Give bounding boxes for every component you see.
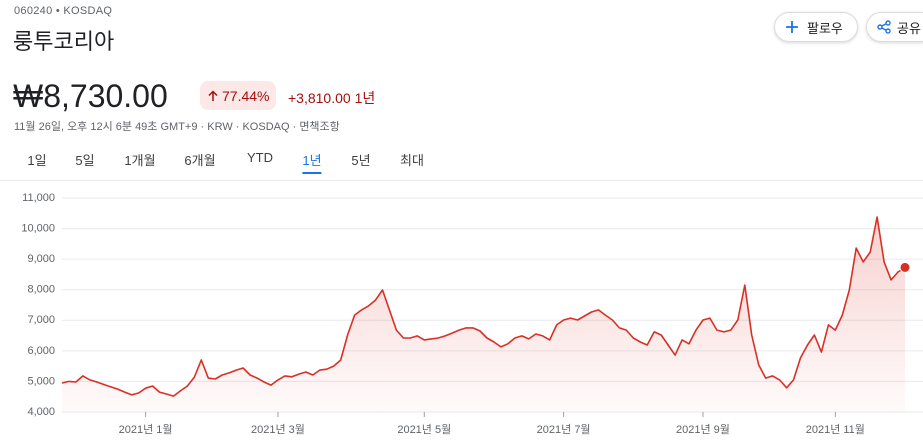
share-button[interactable]: 공유 (866, 12, 923, 42)
range-tab[interactable]: 5년 (351, 153, 371, 168)
range-tab[interactable]: 1개월 (124, 153, 156, 168)
stock-name: 룽투코리아 (13, 29, 115, 54)
y-tick-label: 6,000 (27, 345, 55, 357)
timestamp: 11월 26일, 오후 12시 6분 49초 GMT+9 · KRW · KOS… (14, 121, 340, 133)
change-amount: +3,810.00 1년 (288, 88, 375, 108)
y-tick-label: 10,000 (21, 222, 55, 234)
price-line (61, 216, 906, 397)
share-icon (877, 20, 891, 34)
range-tab[interactable]: YTD (247, 150, 273, 165)
ticker: 060240 • KOSDAQ (14, 5, 113, 17)
range-tab[interactable]: 최대 (400, 153, 424, 168)
last-point (899, 261, 911, 273)
y-tick-label: 8,000 (27, 284, 55, 296)
change-period: 1년 (354, 90, 376, 106)
x-tick-label: 2021년 11월 (806, 423, 865, 436)
separator (0, 180, 923, 181)
price: ₩8,730.00 (13, 78, 168, 114)
plus-icon (786, 21, 798, 33)
range-tab[interactable]: 6개월 (184, 153, 216, 168)
change-abs: +3,810.00 (288, 90, 351, 106)
y-tick-label: 11,000 (22, 192, 55, 204)
x-tick-label: 2021년 3월 (251, 423, 305, 436)
change-percent: 77.44% (222, 87, 270, 104)
y-tick-label: 5,000 (27, 375, 55, 387)
follow-button[interactable]: 팔로우 (774, 12, 858, 42)
follow-label: 팔로우 (807, 20, 843, 36)
y-tick-label: 9,000 (27, 253, 55, 265)
x-tick-label: 2021년 5월 (397, 423, 451, 436)
up-arrow (208, 89, 218, 101)
area (62, 217, 905, 412)
range-tab[interactable]: 1년 (302, 150, 322, 174)
y-tick-label: 4,000 (27, 406, 55, 418)
x-tick-label: 2021년 9월 (676, 423, 730, 436)
change-badge: 77.44% (200, 81, 277, 110)
y-tick-label: 7,000 (27, 314, 55, 326)
range-tab[interactable]: 5일 (75, 153, 95, 168)
share-label: 공유 (897, 20, 921, 36)
x-tick-label: 2021년 1월 (119, 423, 173, 436)
range-tab[interactable]: 1일 (27, 153, 47, 168)
x-tick-label: 2021년 7월 (537, 423, 591, 436)
